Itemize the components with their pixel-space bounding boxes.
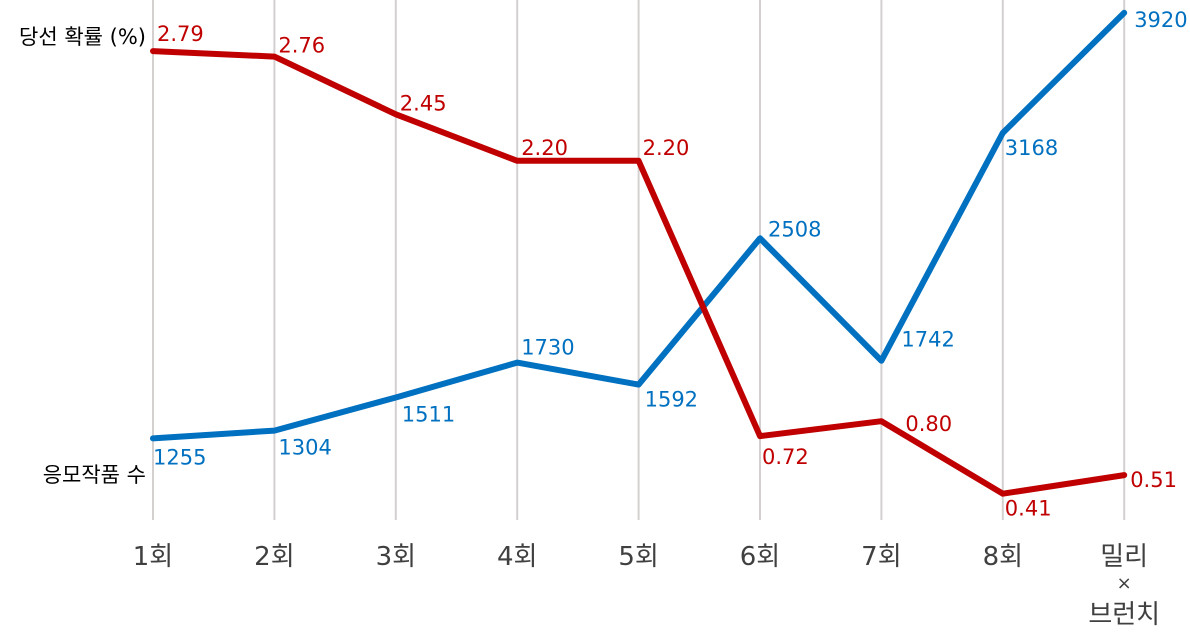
- data-label-count-8: 3168: [1005, 136, 1058, 160]
- x-tick-label-4: 4회: [497, 542, 537, 572]
- x-tick-label-7: 7회: [861, 542, 901, 572]
- x-tick-label-8: 8회: [983, 542, 1023, 572]
- x-tick-label-6: 6회: [740, 542, 780, 572]
- x-tick-label-9: 밀리 × 브런치: [1088, 542, 1160, 630]
- series-line-entry-count: [150, 9, 1128, 442]
- data-label-prob-8: 0.41: [1005, 497, 1052, 521]
- data-label-prob-9: 0.51: [1130, 468, 1177, 492]
- data-label-count-4: 1730: [521, 336, 574, 360]
- data-label-count-6: 2508: [768, 217, 821, 241]
- data-label-count-3: 1511: [402, 403, 455, 427]
- x-axis-tick-labels: 1회 2회 3회 4회 5회 6회 7회 8회 밀리 × 브런치: [133, 542, 1160, 630]
- series-name-entry-count: 응모작품 수: [43, 463, 146, 487]
- data-label-count-2: 1304: [278, 436, 331, 460]
- data-label-count-5: 1592: [645, 388, 698, 412]
- data-label-prob-2: 2.76: [278, 34, 325, 58]
- data-labels: 2.79 2.76 2.45 2.20 2.20 0.72 0.80 0.41 0.51 1255…: [153, 8, 1188, 521]
- gridlines: [152, 0, 1126, 520]
- data-label-count-7: 1742: [901, 328, 954, 352]
- x-tick-label-5: 5회: [618, 542, 658, 572]
- data-label-prob-4: 2.20: [521, 136, 568, 160]
- x-tick-label-3: 3회: [376, 542, 416, 572]
- data-label-count-1: 1255: [153, 445, 206, 469]
- data-label-prob-6: 0.72: [762, 445, 809, 469]
- data-label-prob-7: 0.80: [905, 412, 952, 436]
- data-label-count-9: 3920: [1134, 8, 1187, 32]
- series-name-win-probability: 당선 확률 (%): [19, 25, 146, 49]
- data-label-prob-1: 2.79: [157, 22, 204, 46]
- series-lines: [150, 9, 1128, 497]
- data-label-prob-3: 2.45: [400, 91, 447, 115]
- x-tick-label-2: 2회: [254, 542, 294, 572]
- x-tick-label-1: 1회: [133, 542, 173, 572]
- series-line-win-probability: [150, 48, 1128, 497]
- data-label-prob-5: 2.20: [643, 136, 690, 160]
